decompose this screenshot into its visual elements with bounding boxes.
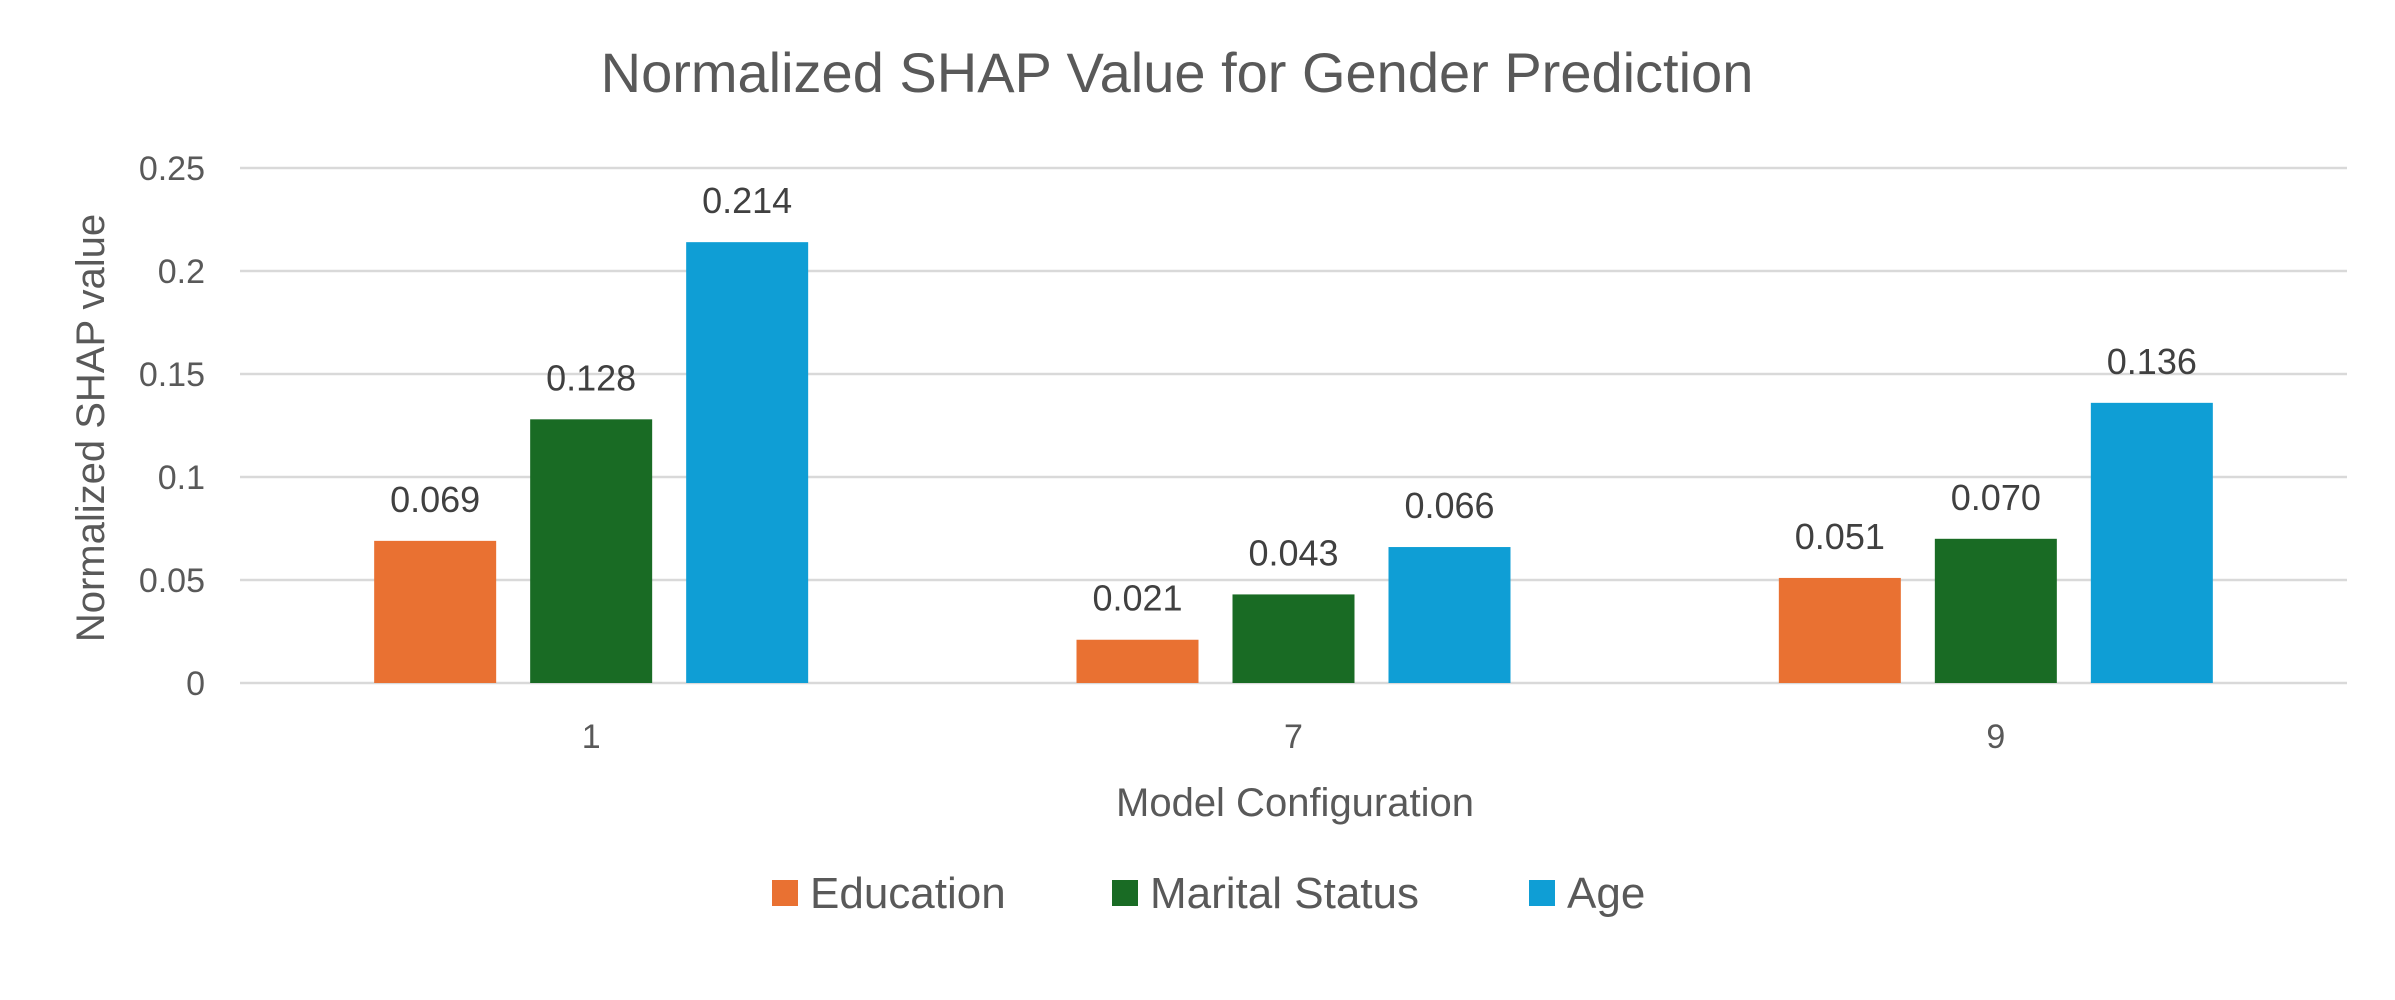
x-axis-ticks: 1 7 9	[582, 718, 2006, 756]
bar-education-config-9	[1778, 577, 1901, 683]
legend-swatch-education	[772, 880, 798, 906]
bar-education-config-1	[374, 540, 497, 683]
bar-age-config-9	[2090, 402, 2213, 683]
legend-label-education: Education	[810, 869, 1006, 918]
y-tick-label: 0.25	[139, 150, 205, 188]
data-label: 0.070	[1951, 477, 2041, 518]
y-tick-label: 0.2	[158, 253, 205, 291]
y-tick-label: 0.15	[139, 356, 205, 394]
bar-age-config-7	[1388, 547, 1511, 683]
bar-marital-status-config-9	[1934, 538, 2057, 683]
bar-education-config-7	[1076, 639, 1199, 683]
data-label: 0.021	[1092, 578, 1182, 619]
legend-swatch-age	[1529, 880, 1555, 906]
legend-label-age: Age	[1567, 869, 1645, 918]
chart-title: Normalized SHAP Value for Gender Predict…	[601, 41, 1754, 104]
y-axis-title: Normalized SHAP value	[69, 214, 113, 642]
data-labels: 0.069 0.128 0.214 0.021 0.043 0.066 0.051 0.070…	[390, 180, 2197, 619]
y-tick-label: 0.05	[139, 562, 205, 600]
data-label: 0.128	[546, 357, 636, 398]
data-label: 0.136	[2107, 341, 2197, 382]
data-label: 0.043	[1248, 532, 1338, 573]
y-tick-label: 0	[186, 665, 205, 703]
data-label: 0.066	[1404, 485, 1494, 526]
data-label: 0.214	[702, 180, 792, 221]
x-axis-title: Model Configuration	[1116, 781, 1474, 825]
legend: Education Marital Status Age	[772, 869, 1645, 918]
bars	[374, 242, 2213, 683]
legend-swatch-marital-status	[1112, 880, 1138, 906]
bar-marital-status-config-7	[1232, 594, 1355, 683]
y-tick-label: 0.1	[158, 459, 205, 497]
bar-age-config-1	[686, 242, 809, 683]
x-tick-label: 1	[582, 718, 601, 756]
data-label: 0.069	[390, 479, 480, 520]
x-tick-label: 9	[1986, 718, 2005, 756]
y-axis-ticks: 0 0.05 0.1 0.15 0.2 0.25	[139, 150, 205, 703]
data-label: 0.051	[1795, 516, 1885, 557]
bar-marital-status-config-1	[530, 419, 653, 683]
x-tick-label: 7	[1284, 718, 1303, 756]
legend-label-marital-status: Marital Status	[1150, 869, 1419, 918]
